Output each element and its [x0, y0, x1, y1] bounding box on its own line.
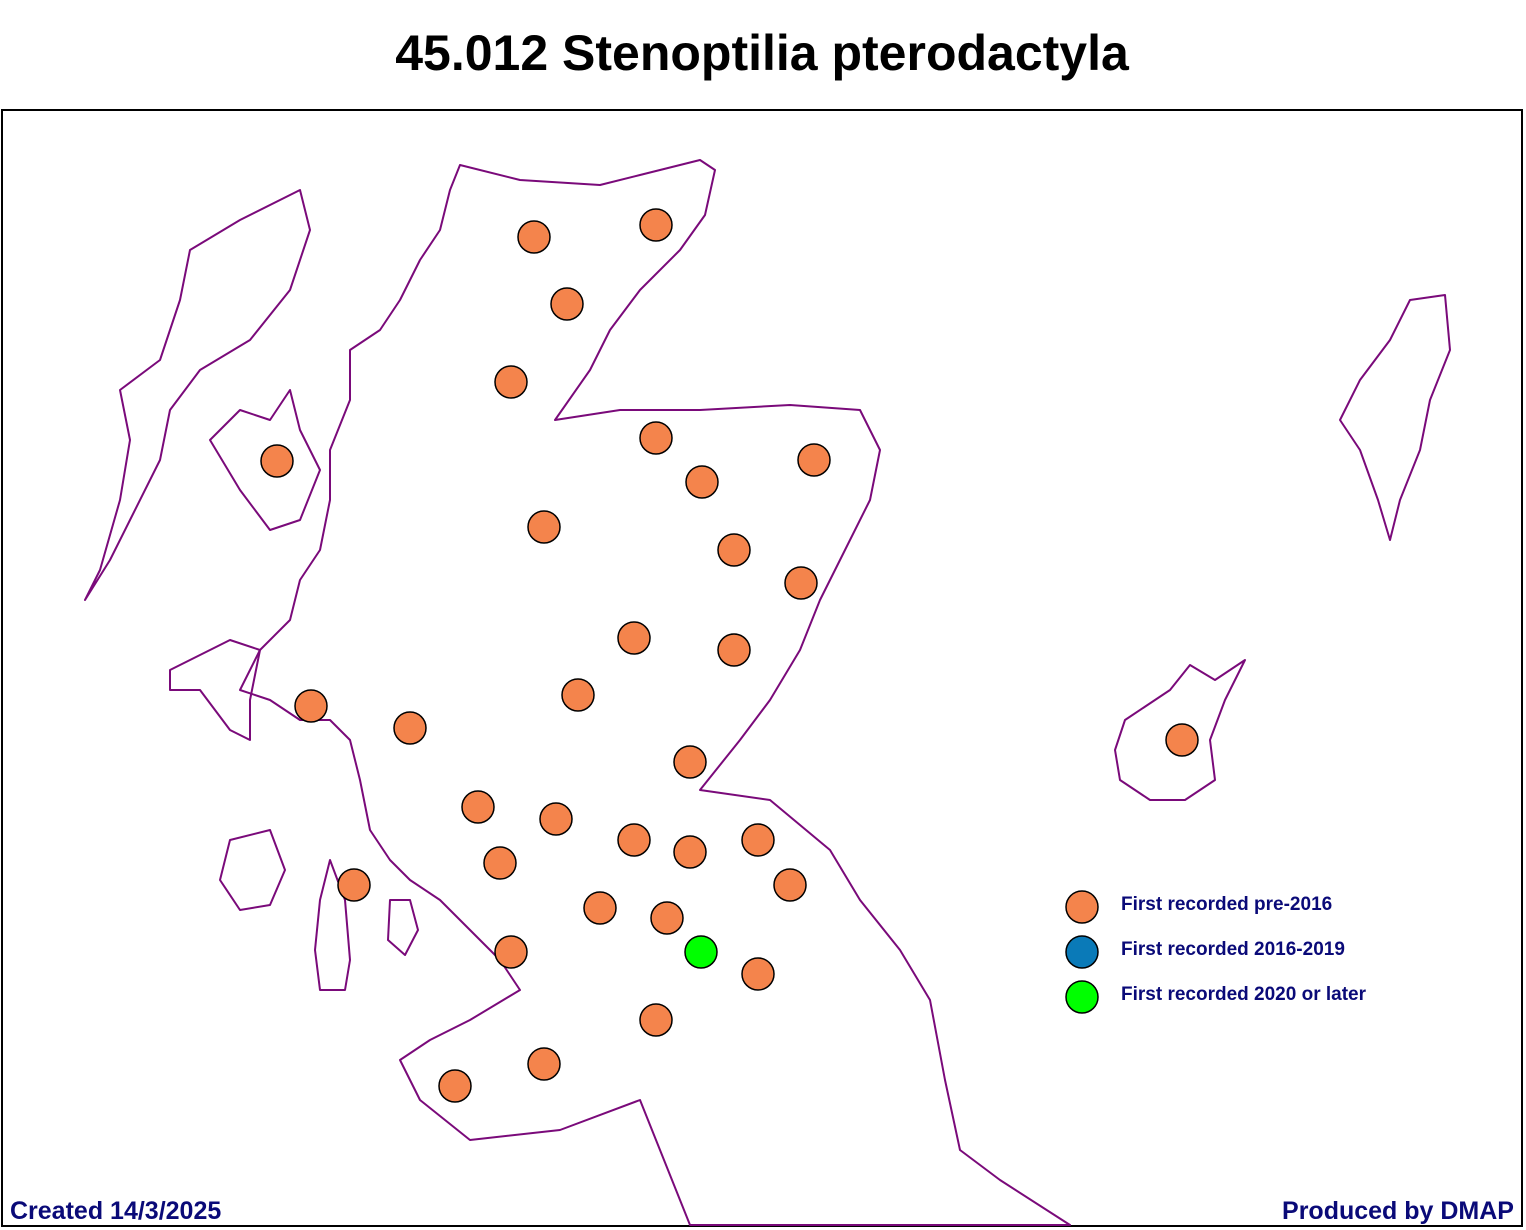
- lewis-outline: [84, 189, 311, 601]
- islay-outline: [219, 829, 286, 911]
- record-dot: [561, 678, 595, 712]
- record-dot: [617, 823, 651, 857]
- producer-credit: Produced by DMAP: [1282, 1197, 1514, 1225]
- created-date: Created 14/3/2025: [10, 1197, 221, 1225]
- skye-outline: [209, 389, 321, 531]
- record-dot: [527, 1047, 561, 1081]
- record-dot: [639, 208, 673, 242]
- record-dot: [527, 510, 561, 544]
- map-outlines: [84, 159, 1451, 1226]
- record-dot: [685, 465, 719, 499]
- record-dot: [393, 711, 427, 745]
- shetland-outline: [1339, 294, 1451, 541]
- record-dot: [617, 621, 651, 655]
- record-dot: [650, 901, 684, 935]
- record-dots: [260, 208, 1199, 1103]
- record-dot: [673, 835, 707, 869]
- record-dot: [550, 287, 584, 321]
- legend: First recorded pre-2016 First recorded 20…: [1065, 890, 1367, 1014]
- record-dot: [494, 935, 528, 969]
- record-dot: [461, 790, 495, 824]
- legend-swatch: [1065, 890, 1099, 924]
- record-dot: [784, 566, 818, 600]
- record-dot: [684, 935, 718, 969]
- orkney-outline: [1114, 659, 1246, 801]
- record-dot: [773, 868, 807, 902]
- mainland-outline: [239, 159, 1071, 1226]
- legend-swatch: [1065, 980, 1099, 1014]
- record-dot: [438, 1069, 472, 1103]
- record-dot: [517, 220, 551, 254]
- kintyre-outline: [314, 859, 351, 991]
- record-dot: [717, 533, 751, 567]
- record-dot: [260, 444, 294, 478]
- map-frame: [1, 109, 1523, 1227]
- mull-outline: [169, 639, 261, 741]
- legend-label: First recorded 2016-2019: [1121, 939, 1345, 960]
- record-dot: [494, 365, 528, 399]
- legend-label: First recorded 2020 or later: [1121, 984, 1367, 1005]
- record-dot: [797, 443, 831, 477]
- legend-swatch: [1065, 935, 1099, 969]
- record-dot: [1165, 723, 1199, 757]
- record-dot: [483, 846, 517, 880]
- legend-label: First recorded pre-2016: [1121, 894, 1332, 915]
- record-dot: [294, 689, 328, 723]
- record-dot: [639, 421, 673, 455]
- record-dot: [717, 633, 751, 667]
- record-dot: [539, 802, 573, 836]
- record-dot: [741, 823, 775, 857]
- record-dot: [741, 957, 775, 991]
- record-dot: [337, 868, 371, 902]
- record-dot: [583, 891, 617, 925]
- map-title: 45.012 Stenoptilia pterodactyla: [395, 25, 1130, 81]
- record-dot: [639, 1003, 673, 1037]
- arran-outline: [387, 899, 419, 956]
- record-dot: [673, 745, 707, 779]
